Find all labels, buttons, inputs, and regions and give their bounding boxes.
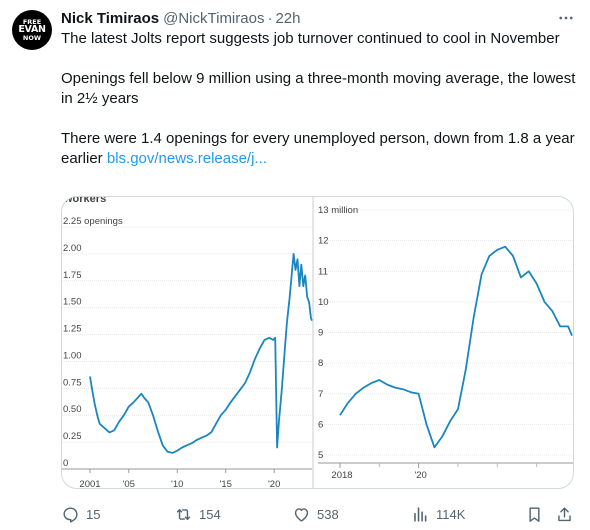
views-icon	[414, 506, 427, 522]
chart-2-xtick-label: '20	[414, 470, 426, 481]
header-separator: ·	[267, 9, 273, 27]
tweet-media-image[interactable]: workers 2.25 openings 2.00 1.75 1.50 1.25 1.00…	[61, 196, 574, 489]
avatar[interactable]: FREE EVAN NOW	[12, 10, 52, 50]
chart-1-xtick-label: 2001	[79, 479, 100, 489]
action-bar: 15 154 538 114K	[61, 503, 577, 525]
avatar-text-line1: FREE	[22, 17, 42, 26]
bookmark-icon	[529, 506, 540, 522]
charts-svg: workers 2.25 openings 2.00 1.75 1.50 1.25 1.00…	[62, 197, 573, 489]
chart-2-ytick-label: 10	[318, 297, 329, 308]
reply-count: 15	[86, 506, 101, 522]
reply-button[interactable]: 15	[61, 503, 100, 525]
chart-1-ytick-label: 0.75	[63, 377, 82, 388]
like-count: 538	[317, 506, 339, 522]
repost-button[interactable]: 154	[174, 503, 221, 525]
reply-icon	[63, 506, 78, 523]
chart-2-ytick-label: 9	[318, 328, 323, 339]
chart-2-xtick-label: 2018	[331, 470, 352, 481]
repost-count: 154	[199, 506, 221, 522]
chart-2-ytick-label: 7	[318, 389, 323, 400]
views-button[interactable]: 114K	[411, 503, 465, 525]
chart-1-ytick-label: 0.25	[63, 431, 82, 442]
chart-2-ytick-label: 8	[318, 358, 323, 369]
chart-2-ytick-label: 11	[318, 266, 328, 277]
repost-icon	[176, 508, 191, 520]
tweet-link[interactable]: bls.gov/news.release/j...	[106, 150, 267, 167]
tweet-paragraph-3: There were 1.4 openings for every unempl…	[61, 129, 581, 169]
chart-1-ytick-label: 2.00	[63, 243, 82, 254]
chart-2-ytick-label: 12	[318, 236, 329, 247]
chart-1-ytick-label: 1.75	[63, 270, 82, 281]
chart-1-xtick-label: '05	[123, 479, 135, 489]
bookmark-button[interactable]	[525, 503, 550, 525]
author-handle[interactable]: @NickTimiraos	[163, 9, 265, 27]
tweet-paragraph-1: The latest Jolts report suggests job tur…	[61, 30, 560, 47]
chart-2-ytick-label: 6	[318, 419, 323, 430]
avatar-text-line2: EVAN	[18, 24, 46, 36]
share-button[interactable]	[555, 503, 580, 525]
like-button[interactable]: 538	[292, 503, 339, 525]
chart-1-ytick-label: 0	[63, 458, 68, 469]
tweet-paragraph-2: Openings fell below 9 million using a th…	[61, 70, 576, 107]
chart-1-ytick-label: 1.00	[63, 350, 82, 361]
chart-1-ytick-label: 1.50	[63, 297, 82, 308]
chart-1-xtick-label: '20	[268, 479, 280, 489]
share-icon	[558, 506, 571, 521]
views-count: 114K	[436, 506, 466, 522]
chart-1-xtick-label: '10	[171, 479, 183, 489]
chart-1-ytick-label: 2.25 openings	[63, 216, 123, 227]
heart-icon	[294, 507, 309, 522]
chart-1-title: workers	[63, 197, 106, 205]
chart-2-ytick-label: 5	[318, 450, 323, 461]
tweet-paragraph-3-text: There were 1.4 openings for every unempl…	[61, 130, 575, 167]
tweet-header: Nick Timiraos @NickTimiraos · 22h	[61, 8, 300, 28]
tweet-time[interactable]: 22h	[275, 9, 301, 27]
chart-1-ytick-label: 0.50	[63, 404, 82, 415]
more-icon[interactable]	[556, 10, 576, 26]
chart-1-series-line	[89, 253, 313, 454]
chart-2-ytick-label: 13 million	[318, 205, 358, 216]
chart-2-series-line	[339, 245, 573, 449]
chart-1-xtick-label: '15	[220, 479, 232, 489]
tweet-text: The latest Jolts report suggests job tur…	[61, 29, 581, 169]
chart-1-ytick-label: 1.25	[63, 324, 82, 335]
author-name[interactable]: Nick Timiraos	[61, 9, 160, 27]
avatar-text-line3: NOW	[22, 33, 42, 42]
